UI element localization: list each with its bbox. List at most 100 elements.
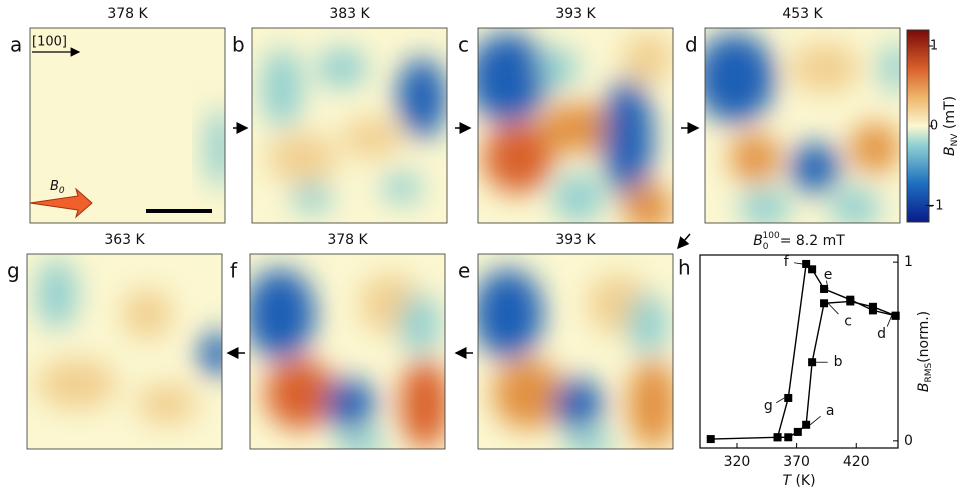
- y-axis-label: BRMS(norm.): [916, 311, 934, 392]
- y-tick-label: 1: [904, 254, 913, 270]
- blob: [880, 43, 910, 93]
- blob: [335, 429, 385, 459]
- direction-label: [100]: [32, 35, 67, 50]
- map: [473, 254, 678, 459]
- map: [695, 28, 910, 228]
- data-point: [846, 296, 854, 304]
- blob: [790, 143, 840, 193]
- blob: [830, 188, 880, 228]
- annotation: b: [834, 354, 843, 370]
- x-tick-label: 320: [724, 454, 751, 470]
- blob: [468, 33, 548, 123]
- plot-frame: [700, 255, 898, 448]
- map-title: 393 K: [555, 232, 596, 248]
- blob: [37, 359, 117, 409]
- blob: [400, 359, 450, 449]
- panel-letter: e: [458, 259, 470, 283]
- map-title: 453 K: [782, 6, 823, 22]
- title-sub: 0: [763, 242, 769, 252]
- blob: [137, 384, 197, 424]
- data-point: [794, 428, 802, 436]
- map-title: 378 K: [107, 6, 148, 22]
- panel-letter: b: [232, 33, 245, 57]
- map-title: 383 K: [329, 6, 370, 22]
- blob: [292, 183, 332, 213]
- data-point: [820, 299, 828, 307]
- panel-letter: h: [678, 256, 691, 280]
- blob: [553, 379, 603, 429]
- data-point: [784, 394, 792, 402]
- data-point: [707, 435, 715, 443]
- blob: [493, 359, 563, 429]
- x-tick-label: 420: [843, 454, 870, 470]
- annotation-leader: [887, 316, 891, 327]
- annotation: d: [877, 326, 886, 342]
- panel-letter: c: [458, 33, 469, 57]
- annotation-leader: [828, 303, 838, 314]
- figure: 378 Ka383 Kb393 Kc453 Kd363 Kg378 Kf393 …: [0, 0, 967, 491]
- series-line: [778, 264, 896, 437]
- blob: [473, 269, 543, 359]
- map-title: 363 K: [104, 232, 145, 248]
- y-label-rest: (norm.): [916, 311, 932, 363]
- blob: [400, 294, 440, 354]
- blob: [262, 48, 302, 128]
- blob: [267, 133, 337, 183]
- annotation-leader: [794, 263, 802, 264]
- y-label-main: B: [916, 383, 932, 393]
- blob: [206, 108, 234, 188]
- blob: [623, 33, 673, 83]
- data-point: [820, 285, 828, 293]
- x-label-rest: (K): [791, 473, 816, 489]
- blob: [342, 118, 402, 158]
- map-title: 393 K: [555, 6, 596, 22]
- blob: [382, 173, 422, 203]
- blob: [553, 173, 603, 223]
- blob: [623, 183, 673, 233]
- annotation-leader: [776, 398, 784, 403]
- map-blobs: [206, 108, 234, 188]
- blob: [628, 294, 668, 354]
- blob: [317, 48, 367, 88]
- blob: [730, 133, 780, 183]
- colorbar-tick-label: 0: [930, 119, 938, 134]
- y-label-sub: RMS: [924, 363, 934, 383]
- blob: [122, 289, 172, 339]
- arrow: [678, 234, 690, 248]
- y-tick-label: 0: [904, 433, 913, 449]
- data-point: [774, 433, 782, 441]
- data-point: [808, 358, 816, 366]
- blob: [199, 332, 235, 376]
- blob: [538, 48, 578, 88]
- annotation: e: [824, 267, 833, 283]
- blob: [265, 359, 335, 429]
- colorbar-tick-label: 1: [930, 39, 938, 54]
- annotation: f: [784, 254, 790, 270]
- series-line: [711, 301, 896, 439]
- chart-title: B0100= 8.2 mT: [753, 231, 845, 252]
- blob: [740, 188, 790, 228]
- blob: [790, 43, 860, 93]
- data-point: [892, 312, 900, 320]
- annotation: c: [844, 313, 852, 329]
- panel-letter: g: [7, 259, 20, 283]
- blob: [850, 123, 900, 173]
- map: [27, 254, 235, 449]
- blob: [603, 78, 653, 198]
- data-point: [802, 421, 810, 429]
- blob: [397, 58, 447, 138]
- blob: [37, 259, 77, 329]
- panel-letter: a: [10, 33, 22, 57]
- data-point: [869, 306, 877, 314]
- annotation: g: [764, 398, 773, 414]
- blob: [563, 429, 613, 459]
- blob: [245, 269, 315, 359]
- blob: [628, 359, 678, 449]
- x-tick-label: 370: [783, 454, 810, 470]
- colorbar-tick-label: −1: [924, 199, 943, 214]
- data-point: [802, 260, 810, 268]
- blob: [695, 33, 775, 123]
- panel-letter: d: [685, 33, 698, 57]
- colorbar-label: BNV (mT): [942, 96, 960, 156]
